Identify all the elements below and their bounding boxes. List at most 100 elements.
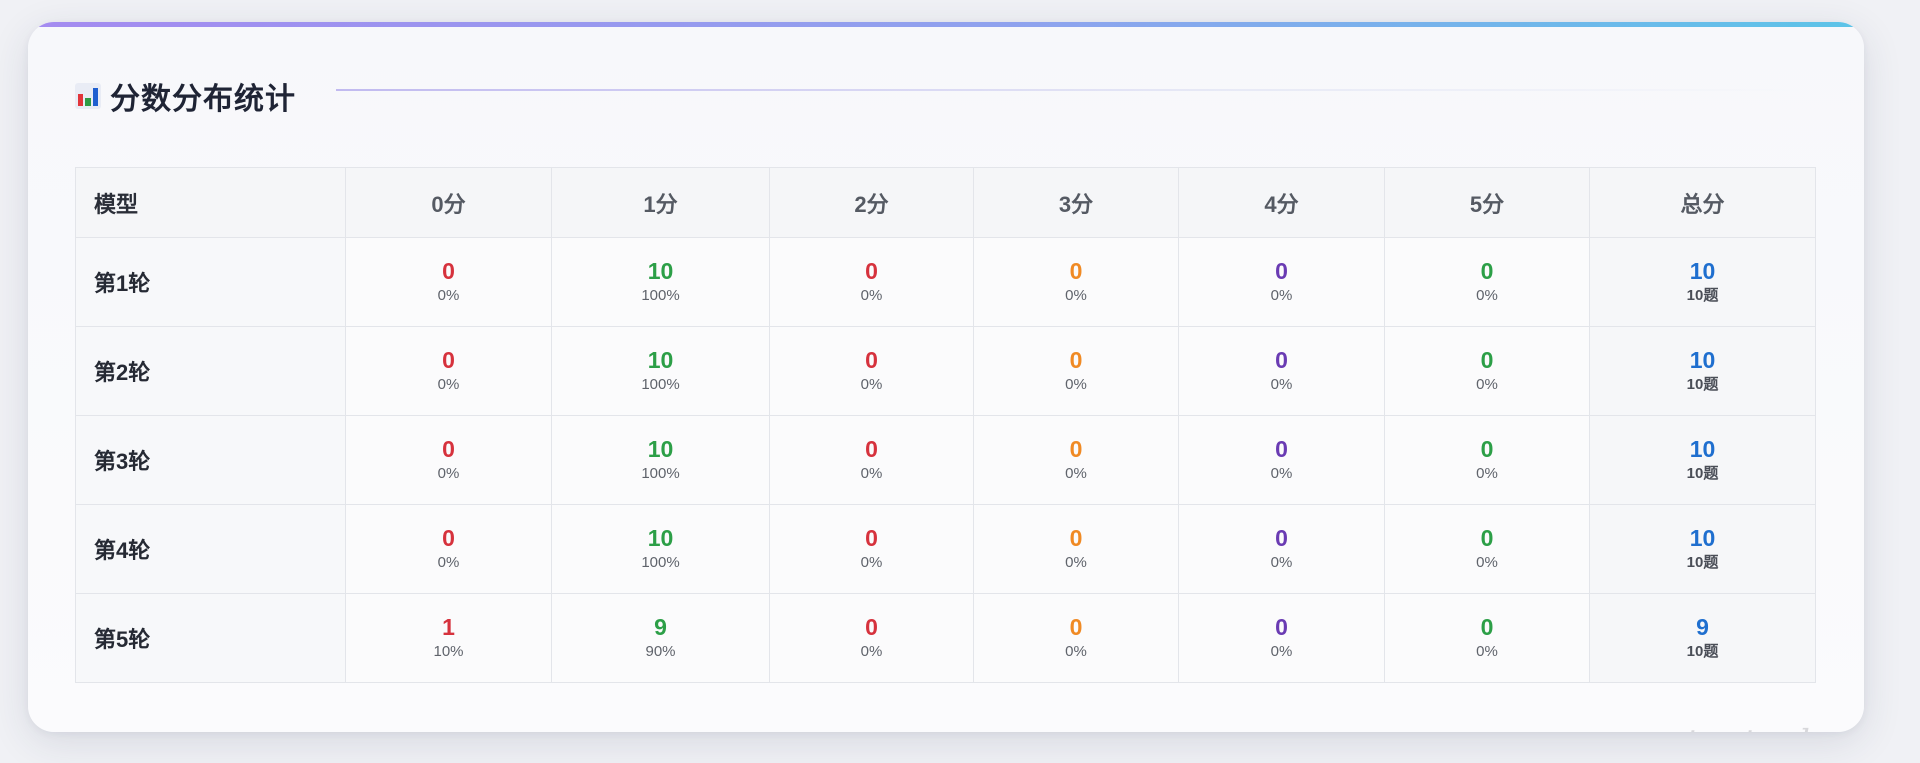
score-3-cell: 0 0% (973, 415, 1179, 505)
score-percentage: 0% (1476, 643, 1498, 660)
row-model-label: 第5轮 (75, 593, 346, 683)
score-percentage: 0% (1476, 554, 1498, 571)
score-0-cell: 0 0% (345, 326, 552, 416)
score-count: 0 (442, 436, 455, 462)
score-4-cell: 0 0% (1178, 593, 1385, 683)
table-row: 第2轮 0 0% 10 100% 0 0% 0 0% 0 0% 0 0% 10 10题 (75, 326, 1816, 416)
score-percentage: 0% (860, 376, 883, 393)
score-count: 0 (865, 258, 878, 284)
score-3-cell: 0 0% (973, 326, 1179, 416)
column-header-score-3: 3分 (973, 167, 1179, 238)
score-percentage: 0% (1270, 465, 1293, 482)
total-score: 10 (1689, 347, 1716, 373)
total-cell: 10 10题 (1589, 504, 1816, 594)
score-0-cell: 0 0% (345, 415, 552, 505)
score-count: 0 (1069, 614, 1083, 640)
score-count: 0 (442, 258, 455, 284)
section-header: 分数分布统计 (75, 74, 296, 118)
column-header-score-5: 5分 (1384, 167, 1590, 238)
score-count: 0 (1480, 436, 1494, 462)
score-count: 0 (1275, 436, 1288, 462)
question-count: 10题 (1686, 465, 1719, 482)
score-count: 0 (1275, 525, 1288, 551)
column-header-score-0: 0分 (345, 167, 552, 238)
score-count: 0 (1480, 258, 1494, 284)
score-count: 9 (654, 614, 667, 640)
score-3-cell: 0 0% (973, 504, 1179, 594)
score-5-cell: 0 0% (1384, 593, 1590, 683)
score-2-cell: 0 0% (769, 415, 974, 505)
question-count: 10题 (1686, 287, 1719, 304)
total-cell: 10 10题 (1589, 326, 1816, 416)
score-percentage: 0% (1270, 287, 1293, 304)
score-percentage: 0% (437, 287, 460, 304)
score-percentage: 0% (1065, 287, 1087, 304)
score-count: 0 (1275, 614, 1288, 640)
score-count: 0 (865, 347, 878, 373)
score-percentage: 0% (1476, 287, 1498, 304)
score-percentage: 100% (641, 376, 680, 393)
table-header-row: 模型 0分 1分 2分 3分 4分 5分 总分 (75, 167, 1816, 238)
score-count: 10 (647, 525, 674, 551)
total-cell: 10 10题 (1589, 237, 1816, 327)
score-percentage: 0% (860, 465, 883, 482)
total-cell: 10 10题 (1589, 415, 1816, 505)
score-percentage: 0% (1065, 376, 1087, 393)
score-count: 0 (865, 614, 878, 640)
score-count: 1 (442, 614, 455, 640)
score-percentage: 0% (1270, 554, 1293, 571)
row-model-label: 第1轮 (75, 237, 346, 327)
score-3-cell: 0 0% (973, 593, 1179, 683)
total-score: 10 (1689, 436, 1716, 462)
column-header-model: 模型 (75, 167, 346, 238)
score-count: 0 (1480, 614, 1494, 640)
score-count: 10 (647, 258, 674, 284)
score-5-cell: 0 0% (1384, 237, 1590, 327)
title-divider (336, 89, 1806, 91)
score-count: 0 (442, 525, 455, 551)
score-count: 10 (647, 347, 674, 373)
score-4-cell: 0 0% (1178, 504, 1385, 594)
row-model-label: 第4轮 (75, 504, 346, 594)
score-count: 0 (1275, 258, 1288, 284)
score-percentage: 0% (1270, 643, 1293, 660)
column-header-score-2: 2分 (769, 167, 974, 238)
column-header-score-4: 4分 (1178, 167, 1385, 238)
score-1-cell: 10 100% (551, 415, 770, 505)
score-percentage: 100% (641, 287, 680, 304)
total-score: 10 (1689, 525, 1716, 551)
score-2-cell: 0 0% (769, 237, 974, 327)
score-count: 0 (865, 525, 878, 551)
score-3-cell: 0 0% (973, 237, 1179, 327)
score-percentage: 0% (860, 554, 883, 571)
score-0-cell: 0 0% (345, 504, 552, 594)
section-title: 分数分布统计 (110, 83, 296, 116)
score-percentage: 0% (860, 643, 883, 660)
score-percentage: 0% (1065, 643, 1087, 660)
watermark: testerhome.com (1686, 722, 1864, 732)
score-distribution-card: 分数分布统计 模型 0分 1分 2分 3分 4分 5分 总分 第 (28, 22, 1864, 732)
table-row: 第1轮 0 0% 10 100% 0 0% 0 0% 0 0% 0 0% 10 10题 (75, 237, 1816, 327)
score-count: 0 (1069, 258, 1083, 284)
score-percentage: 0% (1476, 376, 1498, 393)
score-count: 0 (1069, 525, 1083, 551)
score-percentage: 0% (437, 465, 460, 482)
score-percentage: 0% (1065, 465, 1087, 482)
column-header-score-1: 1分 (551, 167, 770, 238)
score-percentage: 0% (437, 554, 460, 571)
score-1-cell: 9 90% (551, 593, 770, 683)
score-count: 0 (1480, 525, 1494, 551)
score-4-cell: 0 0% (1178, 326, 1385, 416)
score-count: 0 (1069, 436, 1083, 462)
score-1-cell: 10 100% (551, 504, 770, 594)
score-percentage: 0% (437, 376, 460, 393)
score-1-cell: 10 100% (551, 237, 770, 327)
score-percentage: 100% (641, 554, 680, 571)
question-count: 10题 (1686, 554, 1719, 571)
score-count: 0 (442, 347, 455, 373)
total-score: 10 (1689, 258, 1716, 284)
table-row: 第4轮 0 0% 10 100% 0 0% 0 0% 0 0% 0 0% 10 10题 (75, 504, 1816, 594)
row-model-label: 第2轮 (75, 326, 346, 416)
score-5-cell: 0 0% (1384, 415, 1590, 505)
score-count: 0 (1069, 347, 1083, 373)
